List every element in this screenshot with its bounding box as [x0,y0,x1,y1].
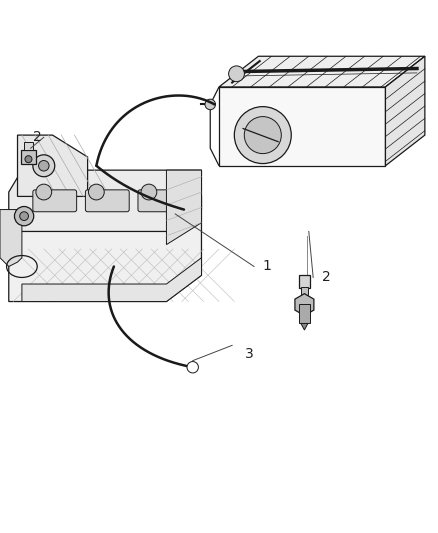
Circle shape [20,212,28,221]
Polygon shape [385,56,425,166]
Circle shape [33,155,55,177]
Text: 2: 2 [33,130,42,144]
Circle shape [25,156,32,163]
FancyBboxPatch shape [138,190,182,212]
Circle shape [205,99,215,110]
Circle shape [187,361,198,373]
Bar [21,150,36,164]
FancyBboxPatch shape [299,275,310,288]
Polygon shape [9,197,201,302]
Polygon shape [9,170,201,231]
Polygon shape [0,209,22,266]
Text: 3: 3 [245,347,254,361]
FancyBboxPatch shape [85,190,129,212]
Bar [24,142,33,150]
Circle shape [244,117,281,154]
Circle shape [88,184,104,200]
Polygon shape [18,135,88,197]
Polygon shape [295,294,314,316]
Circle shape [36,184,52,200]
Bar [299,304,310,324]
Circle shape [229,66,244,82]
Text: 2: 2 [322,270,331,285]
Polygon shape [301,324,308,330]
Polygon shape [166,170,201,245]
Circle shape [234,107,291,164]
Polygon shape [22,258,201,302]
FancyBboxPatch shape [33,190,77,212]
Text: 1: 1 [263,260,272,273]
Polygon shape [219,87,385,166]
Bar [301,287,308,295]
Circle shape [14,206,34,226]
Polygon shape [219,56,425,87]
Circle shape [141,184,157,200]
Circle shape [39,160,49,171]
